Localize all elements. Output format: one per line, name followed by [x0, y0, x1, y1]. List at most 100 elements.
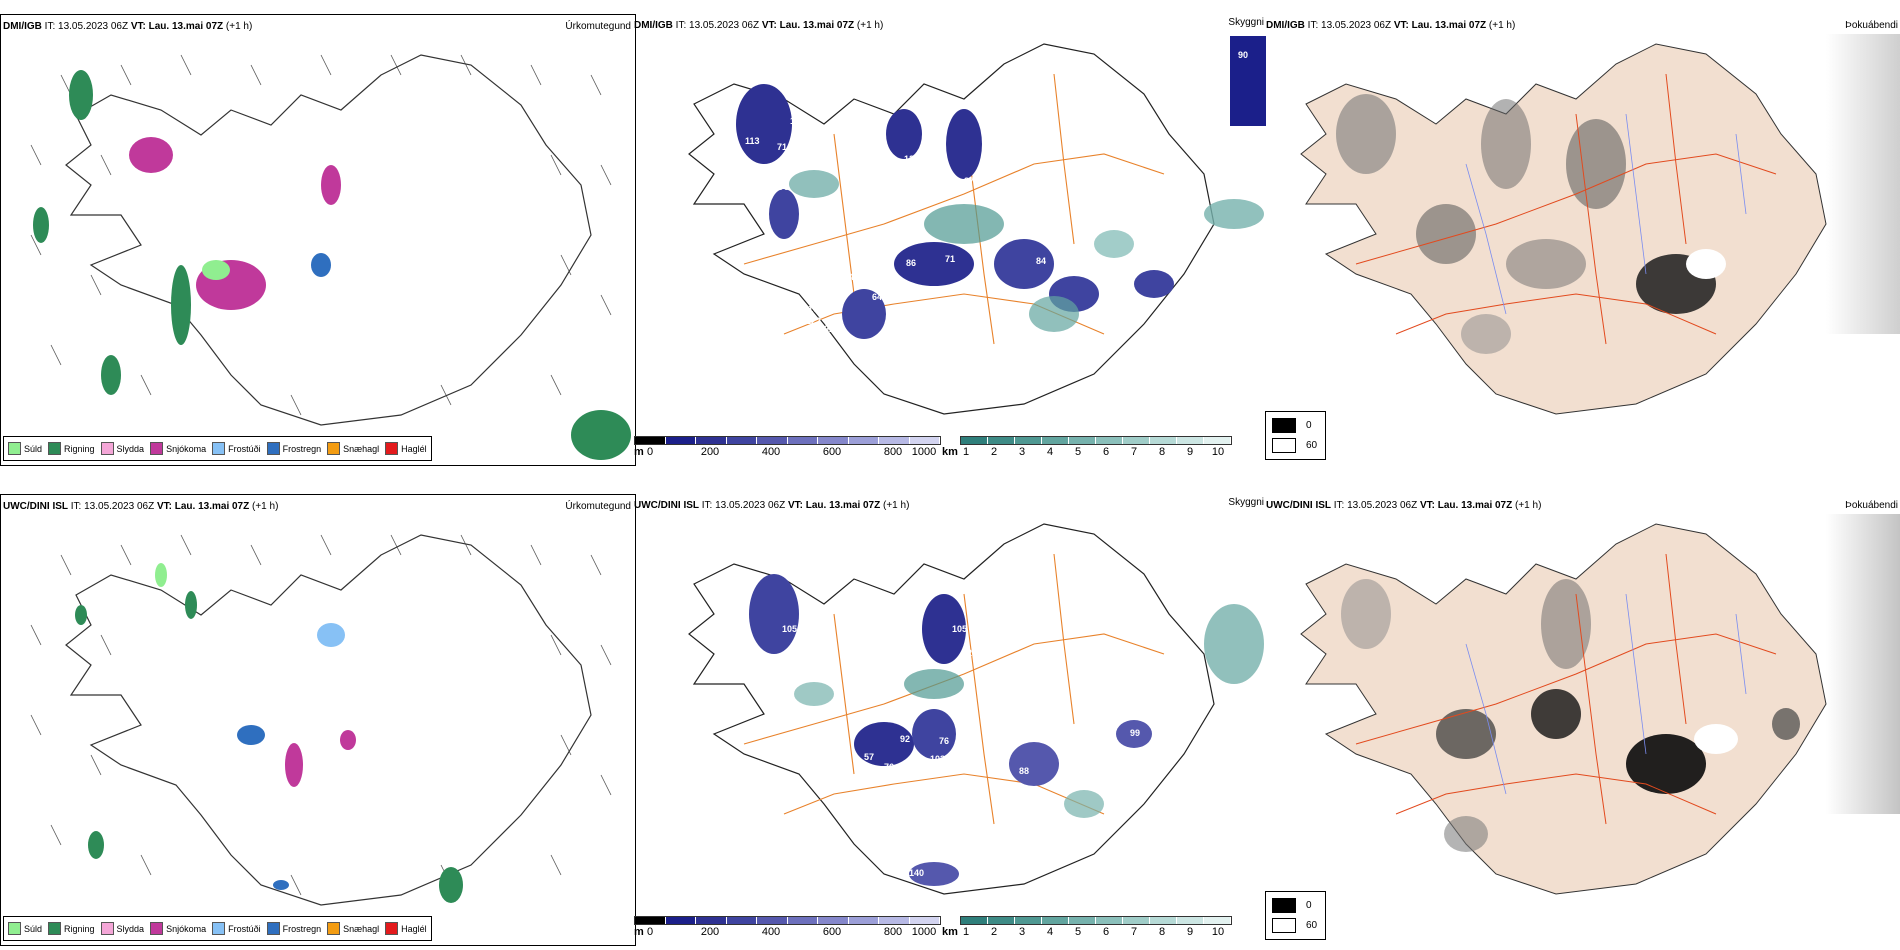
variable-label: Skyggni	[1228, 17, 1264, 28]
legend-label: 0	[1306, 420, 1312, 431]
model-name: UWC/DINI ISL	[634, 500, 699, 511]
precip-type-map-bottom: UWC/DINI ISL IT: 13.05.2023 06Z VT: Lau.…	[0, 494, 636, 946]
it-label: IT:	[44, 21, 56, 32]
it-label: IT:	[1333, 500, 1345, 511]
it-label: IT:	[1307, 20, 1319, 31]
legend-item: Frostregn	[266, 442, 321, 455]
ceiling-label: 71	[862, 778, 872, 788]
ceiling-label: 141	[804, 344, 819, 354]
iceland-fog-map	[1300, 514, 1900, 895]
ceiling-label: 89	[1054, 782, 1064, 792]
legend-label: Frostúði	[228, 443, 261, 454]
colorbar-tick: 1	[962, 446, 970, 458]
colorbar-tick: 400	[761, 446, 781, 458]
colorbar-cells	[634, 436, 941, 445]
legend-item: Slydda	[100, 442, 144, 455]
legend-label: Frostúði	[228, 923, 261, 934]
ceiling-label: 103	[806, 822, 821, 832]
lead-time: (+1 h)	[225, 21, 253, 32]
legend-item: Frostregn	[266, 922, 321, 935]
ceiling-label: 90	[1238, 50, 1248, 60]
ceiling-label: 113	[814, 586, 829, 596]
legend-swatch	[327, 922, 341, 935]
legend-swatch	[212, 922, 226, 935]
legend-swatch	[48, 442, 62, 455]
iceland-precip-map	[30, 534, 612, 906]
vt-value: Lau. 13.mai 07Z	[779, 20, 855, 31]
ceiling-label: 94	[844, 272, 854, 282]
iceland-ceiling-map: 76 113 105 91 100 105 82 92 76 103 57 76…	[688, 523, 1264, 895]
visibility-colorbar: km 1 2 3 4 5 6 7 8 9 10	[942, 916, 1232, 944]
ceiling-label: 57	[864, 752, 874, 762]
ceiling-label: 108	[808, 708, 823, 718]
vt-label: VT:	[156, 501, 172, 512]
fog-shading	[1341, 579, 1800, 852]
ceiling-label: 92	[900, 734, 910, 744]
variable-label: Úrkomutegund	[565, 21, 631, 32]
vt-value: Lau. 13.mai 07Z	[148, 21, 224, 32]
ceiling-label: 76	[784, 542, 794, 552]
colorbar-tick: 600	[822, 926, 842, 938]
precip-patches	[33, 70, 631, 460]
colorbar-cells	[960, 436, 1232, 445]
ceiling-label: 122	[806, 316, 821, 326]
fog-legend-item: 60	[1272, 438, 1317, 453]
colorbar-tick: 3	[1018, 446, 1026, 458]
fog-index-map-top: DMI/IGB IT: 13.05.2023 06Z VT: Lau. 13.m…	[1266, 14, 1900, 464]
ceiling-label: 83	[780, 84, 790, 94]
colorbar-tick: 600	[822, 446, 842, 458]
fog-area	[1826, 34, 1900, 334]
precip-type-map-top: DMI/IGB IT: 13.05.2023 06Z VT: Lau. 13.m…	[0, 14, 636, 466]
ceiling-colorbar: m 0 200 400 600 800 1000	[634, 916, 941, 944]
legend-label: Haglél	[401, 443, 427, 454]
colorbar-tick: 9	[1186, 926, 1194, 938]
model-name: DMI/IGB	[3, 21, 42, 32]
legend-swatch	[8, 442, 21, 455]
iceland-precip-map	[30, 54, 631, 460]
legend-swatch	[100, 922, 114, 935]
ceiling-label: 105	[952, 624, 967, 634]
legend-item: Rigning	[48, 922, 95, 935]
ceiling-label: 71	[945, 254, 955, 264]
variable-label: Úrkomutegund	[565, 501, 631, 512]
it-value: 13.05.2023 06Z	[715, 500, 786, 511]
legend-label: Rigning	[64, 443, 95, 454]
legend-label: Snjókoma	[166, 923, 207, 934]
vt-value: Lau. 13.mai 07Z	[1411, 20, 1487, 31]
legend-swatch	[150, 922, 164, 935]
legend-swatch	[266, 922, 280, 935]
colorbar-tick: 800	[883, 446, 903, 458]
legend-item: Snjókoma	[150, 442, 206, 455]
ceiling-label: 82	[962, 648, 972, 658]
fog-shading	[1336, 94, 1726, 354]
legend-swatch	[266, 442, 280, 455]
lead-time: (+1 h)	[856, 20, 884, 31]
colorbar-tick: 1000	[911, 446, 937, 458]
ceiling-label: 164	[1032, 288, 1047, 298]
ceiling-label: 99	[1130, 728, 1140, 738]
variable-label: Skyggni	[1228, 497, 1264, 508]
ceiling-visibility-map-bottom: 76 113 105 91 100 105 82 92 76 103 57 76…	[634, 494, 1266, 944]
model-name: UWC/DINI ISL	[3, 501, 68, 512]
colorbar-tick: 7	[1130, 926, 1138, 938]
ceiling-area	[1230, 36, 1266, 126]
legend-swatch	[1272, 898, 1296, 913]
road-network	[1355, 553, 1777, 825]
road-network	[743, 553, 1165, 825]
colorbar-tick: 400	[761, 926, 781, 938]
it-value: 13.05.2023 06Z	[1347, 500, 1418, 511]
legend-label: Súld	[24, 443, 43, 454]
colorbar-tick: 2	[990, 926, 998, 938]
legend-item: Frostúði	[212, 442, 261, 455]
colorbar-cells	[960, 916, 1232, 925]
colorbar-unit: m	[634, 446, 644, 458]
lead-time: (+1 h)	[252, 501, 279, 512]
vt-label: VT:	[1393, 20, 1409, 31]
ceiling-value-labels: 83 113 112 124 71 97 78 92 80 92 87 94 8…	[724, 50, 1248, 354]
colorbar-tick: 6	[1102, 446, 1110, 458]
ceiling-label: 124	[904, 154, 919, 164]
ceiling-label: 94	[912, 782, 922, 792]
colorbar-tick: 10	[1211, 446, 1225, 458]
iceland-ceiling-map: 83 113 112 124 71 97 78 92 80 92 87 94 8…	[688, 36, 1266, 415]
it-label: IT:	[675, 20, 687, 31]
